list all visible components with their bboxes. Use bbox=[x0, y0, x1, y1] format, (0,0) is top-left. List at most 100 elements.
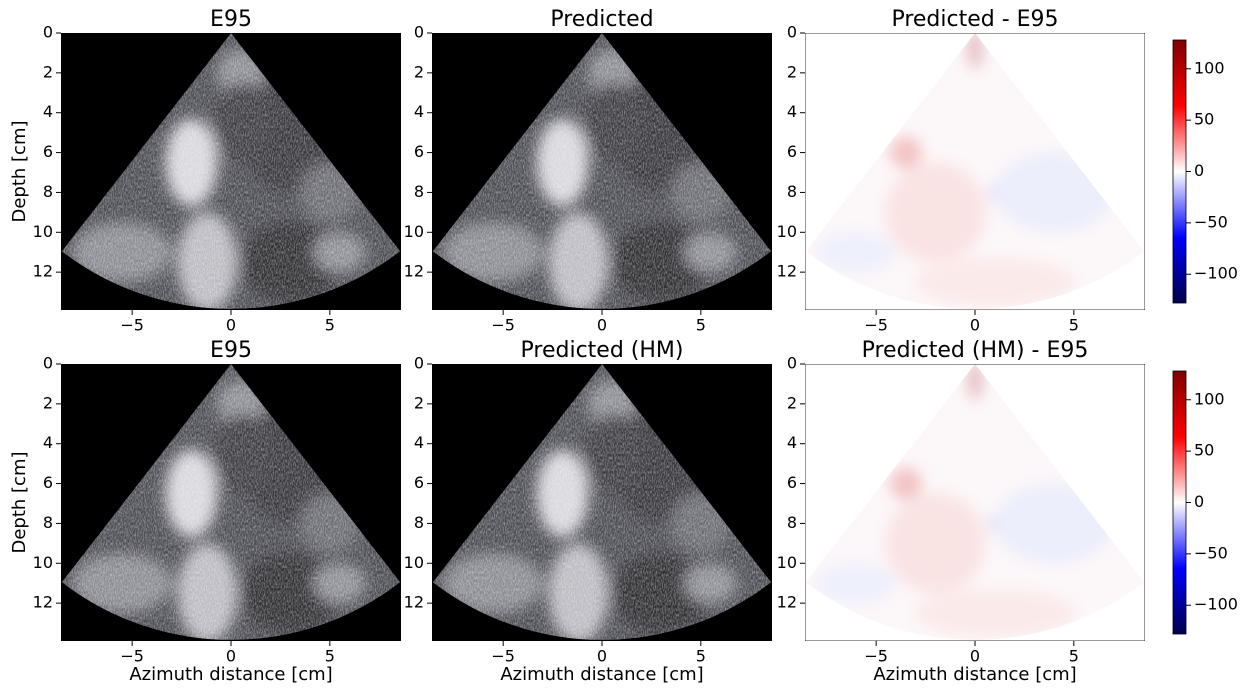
y-tick-label: 8 bbox=[414, 513, 424, 532]
diff-blob bbox=[967, 33, 983, 69]
plot-area bbox=[61, 33, 401, 310]
x-tick-label: −5 bbox=[120, 647, 144, 666]
y-tick-label: 12 bbox=[33, 262, 53, 281]
y-tick-label: 4 bbox=[787, 102, 797, 121]
diff-blob bbox=[816, 563, 897, 604]
y-tick-label: 4 bbox=[43, 102, 53, 121]
panel: E95 −5 0 5 0 2 4 6 8 10 12 Depth [cm] bbox=[9, 7, 401, 335]
panel-title: E95 bbox=[210, 338, 252, 363]
y-tick-label: 2 bbox=[414, 62, 424, 81]
x-tick-label: 0 bbox=[970, 647, 980, 666]
y-tick-label: 4 bbox=[43, 433, 53, 452]
x-tick-label: 0 bbox=[597, 647, 607, 666]
plot-area bbox=[61, 364, 401, 641]
y-tick-label: 0 bbox=[787, 23, 797, 42]
diff-blob bbox=[889, 467, 922, 500]
x-axis-label: Azimuth distance [cm] bbox=[873, 664, 1076, 685]
diff-blob bbox=[885, 493, 986, 594]
y-tick-label: 10 bbox=[404, 553, 424, 572]
y-tick-label: 6 bbox=[787, 473, 797, 492]
colorbar-tick-label: −100 bbox=[1194, 595, 1238, 614]
x-tick-label: −5 bbox=[491, 647, 515, 666]
y-tick-label: 0 bbox=[43, 354, 53, 373]
diff-blob bbox=[967, 364, 983, 400]
panel: Predicted (HM) - E95−5 0 5024681012Azimuth… bbox=[777, 338, 1238, 685]
x-tick-label: −5 bbox=[120, 316, 144, 335]
colorbar bbox=[1172, 39, 1187, 304]
y-tick-label: 8 bbox=[414, 182, 424, 201]
panel-title: Predicted bbox=[550, 7, 653, 32]
y-tick-label: 0 bbox=[43, 23, 53, 42]
y-tick-label: 2 bbox=[787, 393, 797, 412]
panel-title: Predicted (HM) bbox=[521, 338, 684, 363]
panel-title: E95 bbox=[210, 7, 252, 32]
y-tick-label: 2 bbox=[43, 62, 53, 81]
colorbar bbox=[1172, 370, 1187, 635]
y-axis-label: Depth [cm] bbox=[9, 120, 30, 222]
panel-title: Predicted - E95 bbox=[891, 7, 1058, 32]
y-tick-label: 0 bbox=[414, 354, 424, 373]
plot-area bbox=[432, 33, 772, 310]
colorbar-tick-label: 100 bbox=[1194, 389, 1225, 408]
y-tick-label: 12 bbox=[404, 262, 424, 281]
x-tick-label: 0 bbox=[226, 647, 236, 666]
y-tick-label: 6 bbox=[787, 142, 797, 161]
y-tick-label: 8 bbox=[43, 182, 53, 201]
y-tick-label: 8 bbox=[787, 182, 797, 201]
x-tick-label: 0 bbox=[226, 316, 236, 335]
y-tick-label: 8 bbox=[43, 513, 53, 532]
plot-area bbox=[805, 33, 1145, 310]
sector-fill bbox=[805, 364, 1145, 640]
colorbar-tick-label: −50 bbox=[1194, 212, 1228, 231]
y-tick-label: 10 bbox=[777, 222, 797, 241]
y-tick-label: 10 bbox=[777, 553, 797, 572]
y-tick-label: 12 bbox=[777, 593, 797, 612]
y-tick-label: 0 bbox=[414, 23, 424, 42]
plot-area bbox=[805, 364, 1145, 641]
x-tick-label: 5 bbox=[1069, 647, 1079, 666]
diff-blob bbox=[914, 258, 1075, 307]
y-tick-label: 10 bbox=[404, 222, 424, 241]
x-tick-label: −5 bbox=[491, 316, 515, 335]
y-tick-label: 2 bbox=[43, 393, 53, 412]
colorbar-tick-label: 100 bbox=[1194, 58, 1225, 77]
y-tick-label: 6 bbox=[414, 142, 424, 161]
colorbar-tick-label: 0 bbox=[1194, 161, 1204, 180]
x-tick-label: 5 bbox=[325, 647, 335, 666]
x-tick-label: 5 bbox=[325, 316, 335, 335]
x-tick-label: 0 bbox=[597, 316, 607, 335]
sector-fill bbox=[805, 33, 1145, 309]
x-tick-label: 5 bbox=[1069, 316, 1079, 335]
diff-blob bbox=[889, 136, 922, 169]
panel: E95 −5 0 5 0 2 4 6 8 10 12 Azimuth distance [cm] Dep… bbox=[9, 338, 401, 685]
x-axis-label: Azimuth distance [cm] bbox=[500, 664, 703, 685]
diff-blob bbox=[816, 232, 897, 273]
y-tick-label: 12 bbox=[404, 593, 424, 612]
colorbar-tick-label: 50 bbox=[1194, 441, 1214, 460]
y-tick-label: 4 bbox=[414, 102, 424, 121]
y-tick-label: 6 bbox=[43, 473, 53, 492]
x-tick-label: −5 bbox=[864, 647, 888, 666]
diff-blob bbox=[914, 589, 1075, 638]
diff-blob bbox=[885, 162, 986, 263]
x-tick-label: 5 bbox=[696, 316, 706, 335]
y-tick-label: 10 bbox=[33, 222, 53, 241]
y-tick-label: 0 bbox=[787, 354, 797, 373]
y-tick-label: 4 bbox=[414, 433, 424, 452]
colorbar-tick-label: 0 bbox=[1194, 492, 1204, 511]
y-axis-label: Depth [cm] bbox=[9, 451, 30, 553]
y-tick-label: 4 bbox=[787, 433, 797, 452]
y-tick-label: 12 bbox=[777, 262, 797, 281]
y-tick-label: 6 bbox=[414, 473, 424, 492]
colorbar-tick-label: 50 bbox=[1194, 110, 1214, 129]
colorbar-tick-label: −50 bbox=[1194, 543, 1228, 562]
panel-title: Predicted (HM) - E95 bbox=[862, 338, 1089, 363]
panel: Predicted −5 0 5 0 2 4 6 8 10 12 bbox=[404, 7, 772, 335]
y-tick-label: 6 bbox=[43, 142, 53, 161]
y-tick-label: 12 bbox=[33, 593, 53, 612]
x-tick-label: 0 bbox=[970, 316, 980, 335]
panel: Predicted (HM) −5 0 5 0 2 4 6 8 10 12 Azimuth dista… bbox=[404, 338, 772, 685]
x-tick-label: 5 bbox=[696, 647, 706, 666]
